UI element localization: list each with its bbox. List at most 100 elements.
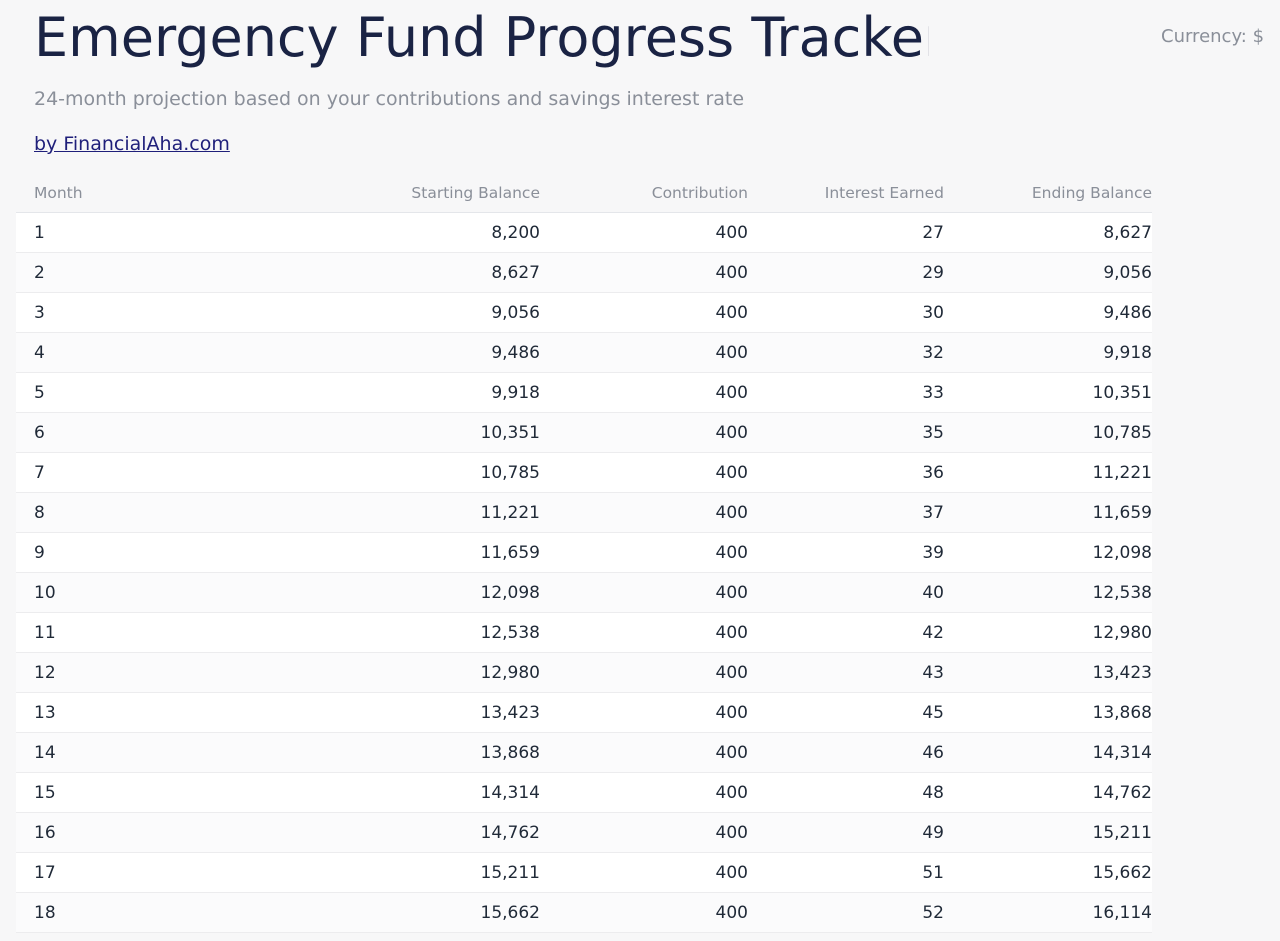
month-cell: 10 <box>16 572 294 613</box>
contribution-cell: 400 <box>540 292 748 333</box>
interest-earned-cell: 32 <box>748 332 944 373</box>
contribution-cell: 400 <box>540 812 748 853</box>
table-row: 6 10,351 400 35 10,785 <box>16 412 1152 453</box>
interest-earned-cell: 27 <box>748 212 944 253</box>
starting-balance-cell: 11,659 <box>294 532 540 573</box>
table-row: 7 10,785 400 36 11,221 <box>16 452 1152 493</box>
currency-label: Currency: $ <box>1161 26 1265 47</box>
month-cell: 17 <box>16 852 294 893</box>
column-header-ending-balance: Ending Balance <box>944 174 1152 213</box>
table-row: 16 14,762 400 49 15,211 <box>16 812 1152 853</box>
contribution-cell: 400 <box>540 892 748 933</box>
starting-balance-cell: 13,868 <box>294 732 540 773</box>
contribution-cell: 400 <box>540 532 748 573</box>
contribution-cell: 400 <box>540 852 748 893</box>
ending-balance-cell: 16,114 <box>944 892 1152 933</box>
table-row: 10 12,098 400 40 12,538 <box>16 572 1152 613</box>
contribution-cell: 400 <box>540 372 748 413</box>
starting-balance-cell: 14,314 <box>294 772 540 813</box>
ending-balance-cell: 11,659 <box>944 492 1152 533</box>
column-header-contribution: Contribution <box>540 174 748 213</box>
contribution-cell: 400 <box>540 612 748 653</box>
contribution-cell: 400 <box>540 692 748 733</box>
column-header-month: Month <box>16 174 294 213</box>
starting-balance-cell: 15,662 <box>294 892 540 933</box>
month-cell: 2 <box>16 252 294 293</box>
interest-earned-cell: 36 <box>748 452 944 493</box>
contribution-cell: 400 <box>540 772 748 813</box>
ending-balance-cell: 9,056 <box>944 252 1152 293</box>
starting-balance-cell: 15,211 <box>294 852 540 893</box>
interest-earned-cell: 49 <box>748 812 944 853</box>
month-cell: 13 <box>16 692 294 733</box>
contribution-cell: 400 <box>540 212 748 253</box>
ending-balance-cell: 8,627 <box>944 212 1152 253</box>
table-row: 9 11,659 400 39 12,098 <box>16 532 1152 573</box>
table-row: 3 9,056 400 30 9,486 <box>16 292 1152 333</box>
table-body: 1 8,200 400 27 8,627 2 8,627 400 29 9,056 3 9,056 40… <box>16 212 1152 933</box>
month-cell: 11 <box>16 612 294 653</box>
month-cell: 4 <box>16 332 294 373</box>
contribution-cell: 400 <box>540 492 748 533</box>
contribution-cell: 400 <box>540 452 748 493</box>
table-row: 12 12,980 400 43 13,423 <box>16 652 1152 693</box>
starting-balance-cell: 8,627 <box>294 252 540 293</box>
page-title: Emergency Fund Progress Tracker <box>34 6 929 69</box>
interest-earned-cell: 39 <box>748 532 944 573</box>
table-row: 18 15,662 400 52 16,114 <box>16 892 1152 933</box>
interest-earned-cell: 43 <box>748 652 944 693</box>
starting-balance-cell: 10,785 <box>294 452 540 493</box>
interest-earned-cell: 33 <box>748 372 944 413</box>
interest-earned-cell: 30 <box>748 292 944 333</box>
starting-balance-cell: 8,200 <box>294 212 540 253</box>
column-header-starting-balance: Starting Balance <box>294 174 540 213</box>
month-cell: 5 <box>16 372 294 413</box>
month-cell: 18 <box>16 892 294 933</box>
table-row: 4 9,486 400 32 9,918 <box>16 332 1152 373</box>
starting-balance-cell: 10,351 <box>294 412 540 453</box>
ending-balance-cell: 15,211 <box>944 812 1152 853</box>
contribution-cell: 400 <box>540 412 748 453</box>
month-cell: 3 <box>16 292 294 333</box>
byline-link[interactable]: by FinancialAha.com <box>34 133 230 155</box>
ending-balance-cell: 11,221 <box>944 452 1152 493</box>
table-row: 8 11,221 400 37 11,659 <box>16 492 1152 533</box>
month-cell: 15 <box>16 772 294 813</box>
month-cell: 16 <box>16 812 294 853</box>
interest-earned-cell: 40 <box>748 572 944 613</box>
month-cell: 12 <box>16 652 294 693</box>
month-cell: 7 <box>16 452 294 493</box>
ending-balance-cell: 15,662 <box>944 852 1152 893</box>
interest-earned-cell: 42 <box>748 612 944 653</box>
starting-balance-cell: 12,538 <box>294 612 540 653</box>
contribution-cell: 400 <box>540 572 748 613</box>
contribution-cell: 400 <box>540 332 748 373</box>
ending-balance-cell: 14,762 <box>944 772 1152 813</box>
ending-balance-cell: 10,351 <box>944 372 1152 413</box>
ending-balance-cell: 14,314 <box>944 732 1152 773</box>
table-row: 17 15,211 400 51 15,662 <box>16 852 1152 893</box>
contribution-cell: 400 <box>540 252 748 293</box>
page-subtitle: 24-month projection based on your contri… <box>34 88 745 110</box>
interest-earned-cell: 51 <box>748 852 944 893</box>
interest-earned-cell: 45 <box>748 692 944 733</box>
table-row: 14 13,868 400 46 14,314 <box>16 732 1152 773</box>
table-row: 5 9,918 400 33 10,351 <box>16 372 1152 413</box>
table-row: 13 13,423 400 45 13,868 <box>16 692 1152 733</box>
month-cell: 8 <box>16 492 294 533</box>
starting-balance-cell: 14,762 <box>294 812 540 853</box>
starting-balance-cell: 9,486 <box>294 332 540 373</box>
table-row: 11 12,538 400 42 12,980 <box>16 612 1152 653</box>
contribution-cell: 400 <box>540 652 748 693</box>
table-row: 1 8,200 400 27 8,627 <box>16 212 1152 253</box>
starting-balance-cell: 9,056 <box>294 292 540 333</box>
contribution-cell: 400 <box>540 732 748 773</box>
month-cell: 1 <box>16 212 294 253</box>
starting-balance-cell: 9,918 <box>294 372 540 413</box>
interest-earned-cell: 48 <box>748 772 944 813</box>
ending-balance-cell: 13,868 <box>944 692 1152 733</box>
ending-balance-cell: 12,980 <box>944 612 1152 653</box>
table-row: 2 8,627 400 29 9,056 <box>16 252 1152 293</box>
ending-balance-cell: 13,423 <box>944 652 1152 693</box>
